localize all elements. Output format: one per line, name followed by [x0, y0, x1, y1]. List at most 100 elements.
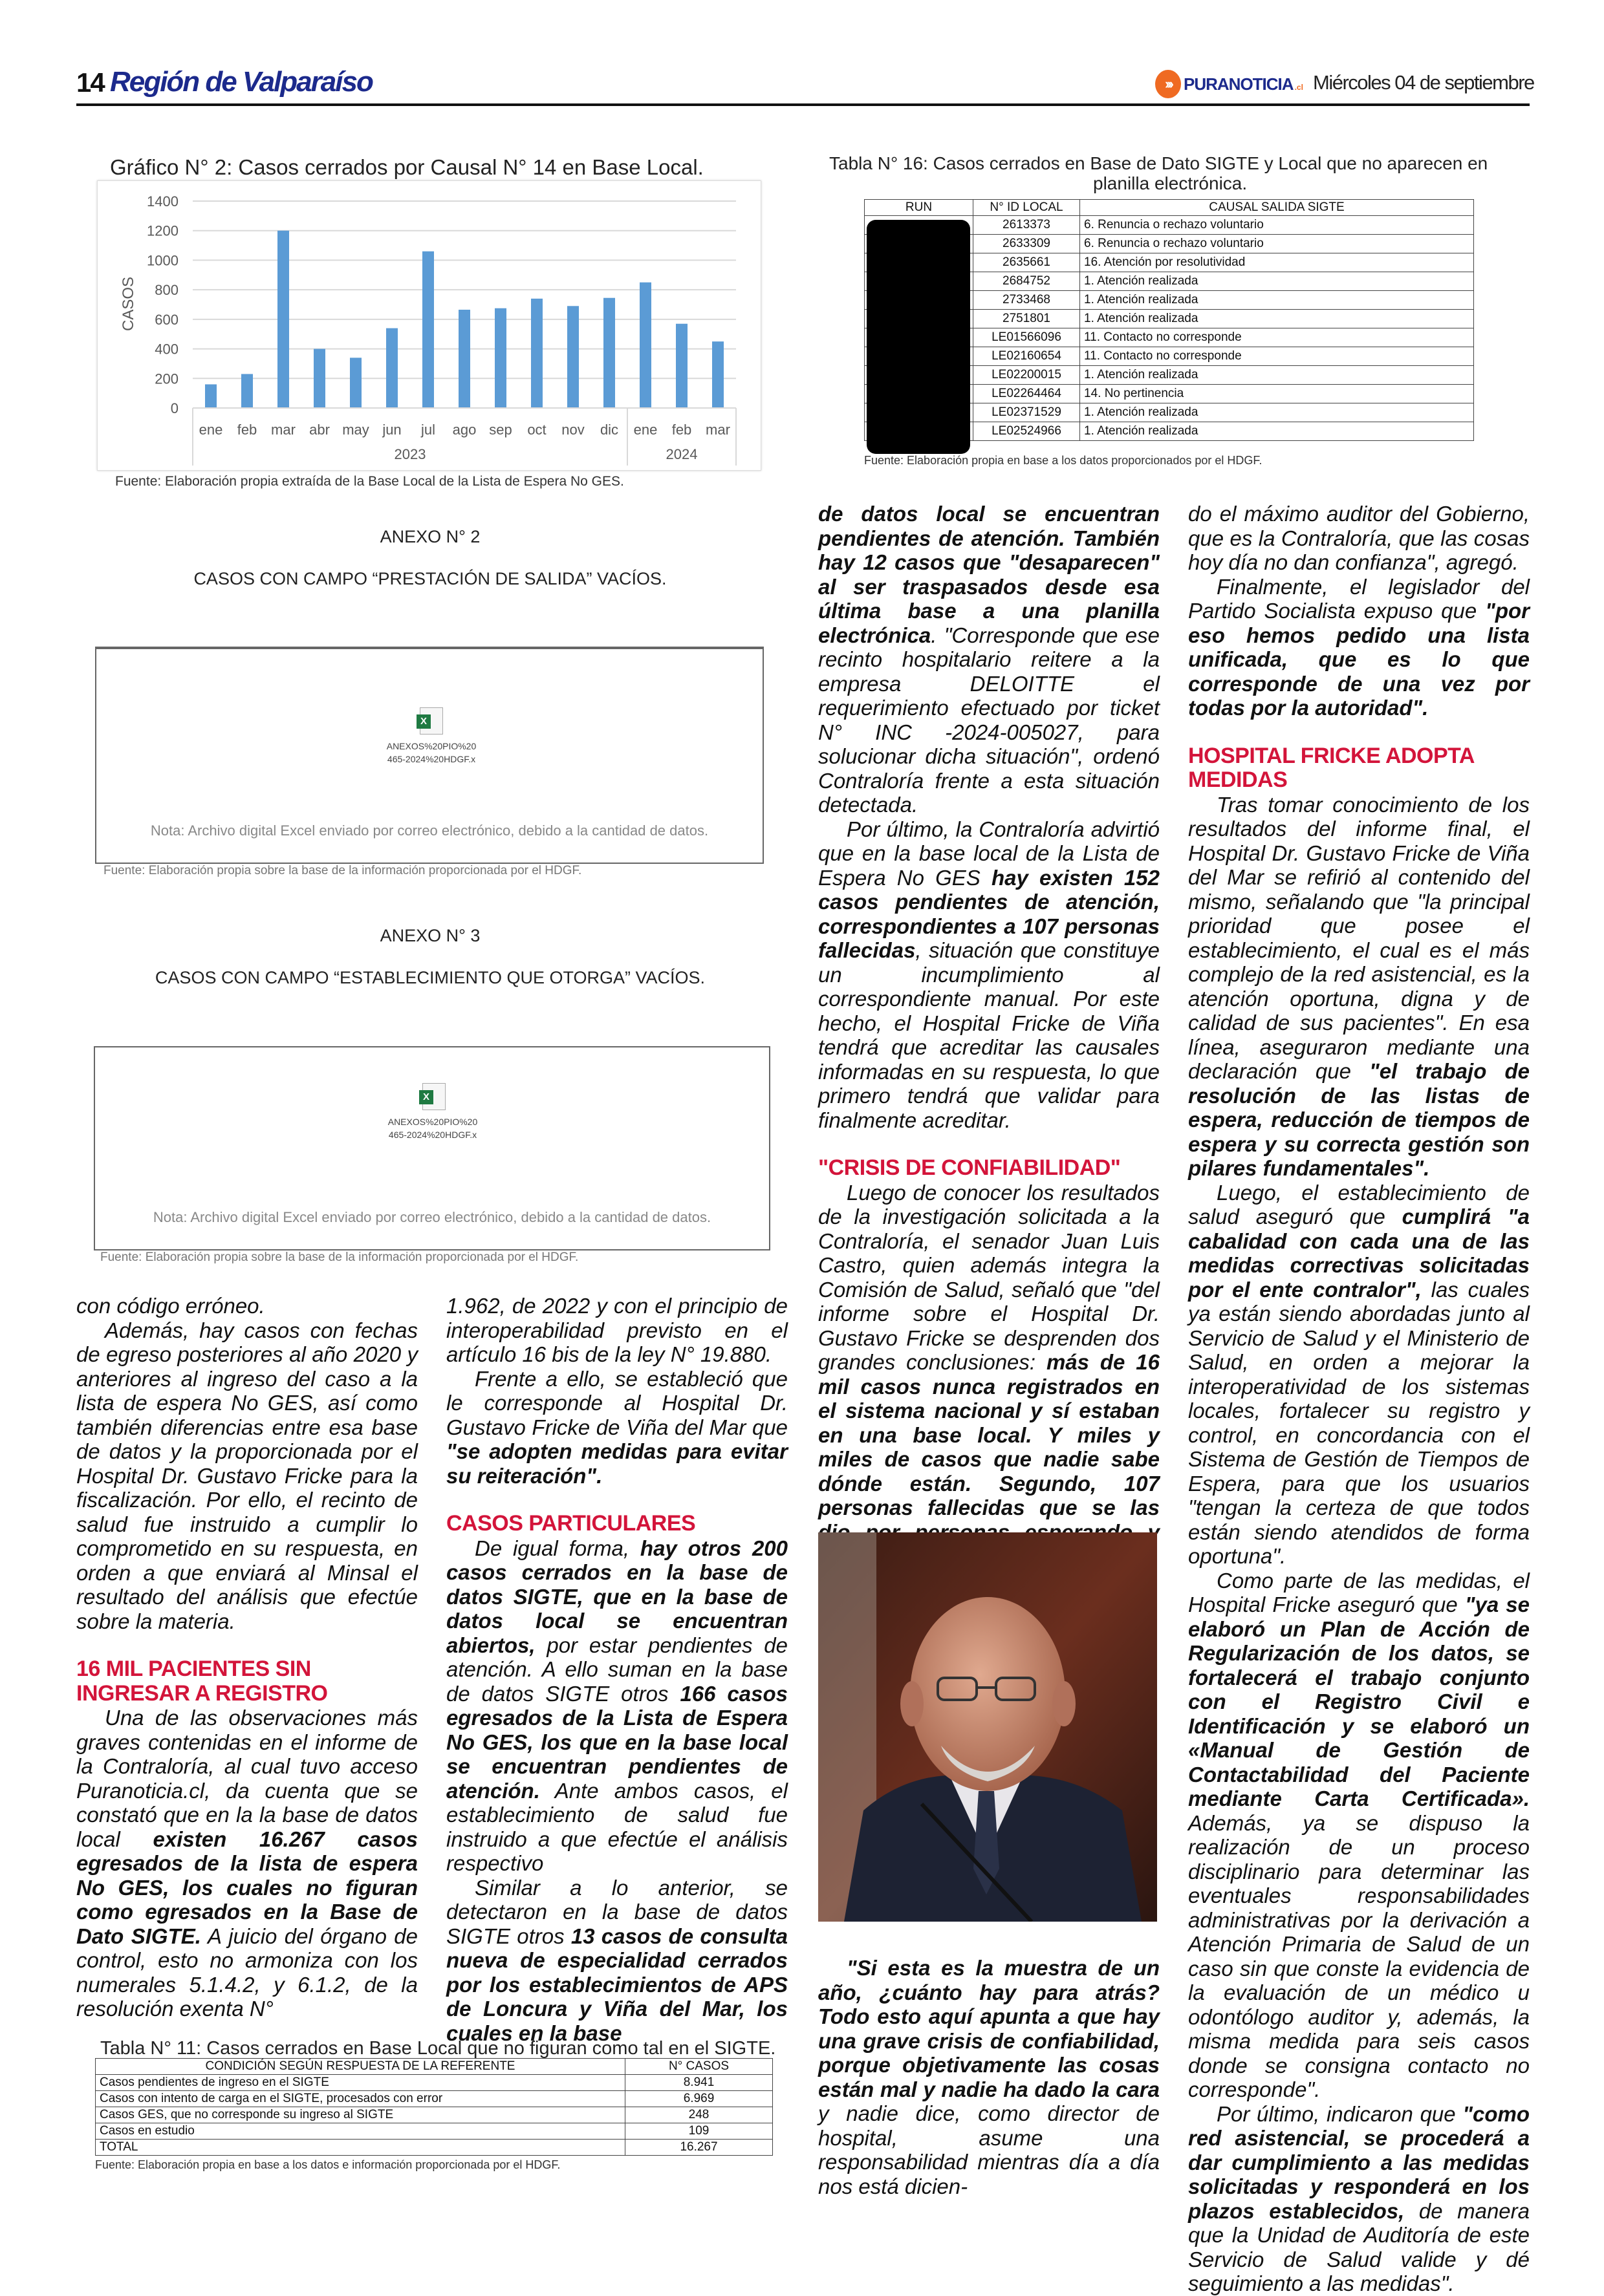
id-local-cell: LE02160654 — [973, 347, 1080, 366]
y-tick-label: 800 — [155, 282, 179, 298]
annex3-file-name[interactable]: ANEXOS%20PIO%20 465-2024%20HDGF.x — [336, 1115, 530, 1141]
body-text: las cuales ya están siendo abordadas jun… — [1188, 1277, 1530, 1569]
body-text: do el máximo auditor del Gobierno, que e… — [1188, 502, 1530, 574]
header-rule — [76, 103, 1530, 106]
count-cell: 6.969 — [625, 2090, 773, 2107]
body-text: De igual forma, — [475, 1536, 640, 1560]
bold-text: "el trabajo de resolución de las listas … — [1188, 1059, 1530, 1180]
x-tick-label: feb — [672, 422, 692, 438]
annex2-note: Nota: Archivo digital Excel enviado por … — [150, 822, 709, 839]
annex2-file-name[interactable]: ANEXOS%20PIO%20 465-2024%20HDGF.x — [334, 740, 528, 766]
paragraph: de datos local se encuentran pendientes … — [818, 502, 1160, 817]
file-name-line: ANEXOS%20PIO%20 — [387, 1117, 478, 1127]
annex3-title: ANEXO N° 3 — [380, 926, 481, 945]
article-column-3: de datos local se encuentran pendientes … — [818, 502, 1160, 1569]
body-text: 1.962, de 2022 y con el principio de int… — [446, 1294, 788, 1366]
excel-file-icon[interactable]: X — [419, 1083, 446, 1110]
paragraph: Finalmente, el legislador del Partido So… — [1188, 575, 1530, 720]
bar — [314, 349, 325, 408]
x-tick-label: feb — [237, 422, 257, 438]
count-cell: 8.941 — [625, 2074, 773, 2091]
bold-text: de datos local se encuentran pendientes … — [818, 502, 1160, 647]
bold-text: cumplirá "a cabalidad con cada una de la… — [1188, 1205, 1530, 1302]
bold-text: 166 casos egresados de la Lista de Esper… — [446, 1681, 788, 1803]
count-cell: 16.267 — [625, 2139, 773, 2156]
senator-photo — [818, 1532, 1157, 1924]
causal-cell: 11. Contacto no corresponde — [1079, 347, 1474, 366]
body-text: Por último, la Contraloría advirtió que … — [818, 817, 1160, 890]
condition-cell: Casos en estudio — [95, 2123, 625, 2140]
paragraph: Además, hay casos con fechas de egreso p… — [76, 1318, 418, 1634]
id-local-cell: 2751801 — [973, 309, 1080, 328]
bar — [603, 297, 615, 408]
body-text: Tras tomar conocimiento de los resultado… — [1188, 792, 1530, 1084]
causal-cell: 16. Atención por resolutividad — [1079, 253, 1474, 272]
causal-cell: 6. Renuncia o rechazo voluntario — [1079, 234, 1474, 253]
file-name-line: 465-2024%20HDGF.x — [387, 754, 476, 764]
bold-text: 13 casos de consulta nueva de especialid… — [446, 1924, 788, 2045]
y-tick-label: 200 — [155, 370, 179, 387]
annex3-attachment-box: X ANEXOS%20PIO%20 465-2024%20HDGF.x Nota… — [94, 1046, 770, 1250]
excel-file-icon[interactable]: X — [417, 707, 443, 735]
bold-text: "por eso hemos pedido una lista unificad… — [1188, 599, 1530, 720]
bar — [350, 358, 362, 408]
y-tick-label: 1000 — [147, 252, 179, 268]
table-row: Casos pendientes de ingreso en el SIGTE 8… — [95, 2074, 773, 2091]
table16-title-line1: Tabla N° 16: Casos cerrados en Base de D… — [829, 153, 1488, 173]
body-text: y nadie dice, como director de hospital,… — [818, 2101, 1160, 2198]
body-text: Frente a ello, se estableció que le corr… — [446, 1366, 788, 1439]
x-tick-label: sep — [489, 422, 512, 438]
bold-text: hay existen 152 casos pendientes de aten… — [818, 865, 1160, 963]
bold-text: hay otros 200 casos cerrados en la base … — [446, 1536, 788, 1657]
body-text: Luego, el establecimiento de salud asegu… — [1188, 1180, 1530, 1229]
body-text: con código erróneo. — [76, 1294, 265, 1318]
x-tick-label: abr — [309, 422, 330, 438]
redacted-run-block — [867, 220, 970, 454]
causal-cell: 1. Atención realizada — [1079, 365, 1474, 385]
annex3-source: Fuente: Elaboración propia sobre la base… — [100, 1250, 579, 1264]
file-name-line: 465-2024%20HDGF.x — [388, 1130, 477, 1140]
brand-chevrons-icon: ››› — [1155, 70, 1181, 98]
id-local-cell: LE02264464 — [973, 384, 1080, 403]
table-row: Casos GES, que no corresponde su ingreso… — [95, 2107, 773, 2123]
body-text: , situación que constituye un incumplimi… — [818, 938, 1160, 1132]
condition-cell: Casos GES, que no corresponde su ingreso… — [95, 2107, 625, 2123]
x-tick-label: dic — [600, 422, 618, 438]
causal-cell: 11. Contacto no corresponde — [1079, 328, 1474, 347]
bar — [277, 230, 289, 408]
body-text: Ante ambos casos, el establecimiento de … — [446, 1778, 788, 1876]
body-text: por estar pendientes de atención. A ello… — [446, 1633, 788, 1706]
causal-cell: 1. Atención realizada — [1079, 309, 1474, 328]
id-local-cell: LE02200015 — [973, 365, 1080, 385]
table11-source: Fuente: Elaboración propia en base a los… — [95, 2158, 561, 2171]
paragraph: con código erróneo. — [76, 1294, 418, 1318]
causal-cell: 1. Atención realizada — [1079, 403, 1474, 422]
x-tick-label: jun — [382, 422, 401, 438]
body-text: Como parte de las medidas, el Hospital F… — [1188, 1568, 1530, 1617]
annex2-attachment-box: X ANEXOS%20PIO%20 465-2024%20HDGF.x Nota… — [95, 647, 764, 864]
condition-cell: Casos con intento de carga en el SIGTE, … — [95, 2090, 625, 2107]
paragraph: Tras tomar conocimiento de los resultado… — [1188, 793, 1530, 1181]
body-text: . "Corresponde que ese recinto hospitala… — [818, 623, 1160, 817]
id-local-cell: 2635661 — [973, 253, 1080, 272]
body-text: Similar a lo anterior, se detectaron en … — [446, 1875, 788, 1948]
x-tick-label: ago — [453, 422, 477, 438]
condition-cell: Casos pendientes de ingreso en el SIGTE — [95, 2074, 625, 2091]
y-tick-label: 0 — [171, 400, 179, 416]
bold-text: CASOS PARTICULARES — [446, 1511, 696, 1536]
y-tick-label: 400 — [155, 341, 179, 358]
causal-cell: 6. Renuncia o rechazo voluntario — [1079, 215, 1474, 235]
bold-text: "Si esta es la muestra de un año, ¿cuánt… — [818, 1956, 1160, 2101]
paragraph: De igual forma, hay otros 200 casos cerr… — [446, 1536, 788, 1876]
col-header-run: RUN — [864, 199, 973, 216]
paragraph: 1.962, de 2022 y con el principio de int… — [446, 1294, 788, 1367]
id-local-cell: 2733468 — [973, 290, 1080, 310]
id-local-cell: LE01566096 — [973, 328, 1080, 347]
causal-cell: 1. Atención realizada — [1079, 422, 1474, 441]
col-header-casos: N° CASOS — [625, 2058, 773, 2075]
annex2-title: ANEXO N° 2 — [380, 527, 481, 546]
body-text: Además, hay casos con fechas de egreso p… — [76, 1318, 418, 1633]
portrait-image — [818, 1532, 1157, 1924]
bold-text: 16 MIL PACIENTES SIN INGRESAR A REGISTRO — [76, 1657, 328, 1706]
id-local-cell: 2684752 — [973, 272, 1080, 291]
